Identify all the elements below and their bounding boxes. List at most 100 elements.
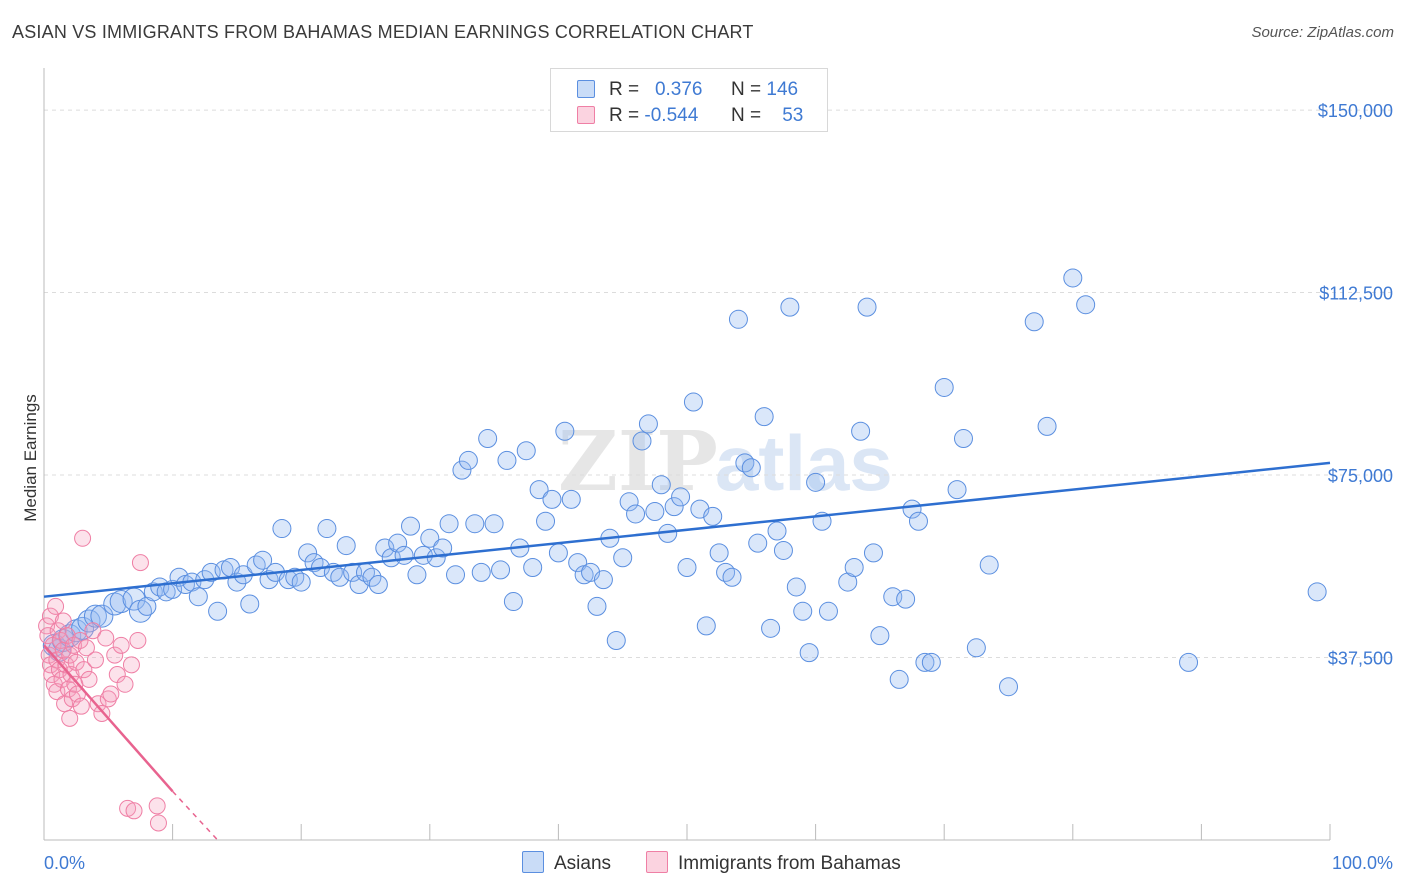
asian-point (548, 543, 568, 563)
asian-point (664, 497, 684, 517)
asian-point (536, 511, 556, 531)
x-tick-label: 0.0% (44, 853, 85, 873)
asian-point (491, 560, 511, 580)
bahamas-point (131, 554, 149, 572)
bahamas-point (119, 799, 137, 817)
bahamas-point (49, 622, 67, 640)
y-tick-label: $112,500 (1319, 284, 1393, 304)
asian-point (1024, 312, 1044, 332)
asian-point (285, 567, 305, 587)
legend-swatch-asians (577, 80, 595, 98)
bottom-legend-bahamas: Immigrants from Bahamas (646, 851, 901, 875)
asian-point (773, 540, 793, 560)
asian-point (851, 421, 871, 441)
asian-point (818, 601, 838, 621)
bahamas-points (38, 529, 167, 832)
axes (43, 68, 1331, 841)
asian-point (336, 536, 356, 556)
bahamas-point (116, 675, 134, 693)
y-tick-label: $37,500 (1328, 649, 1393, 669)
asian-point (844, 557, 864, 577)
bahamas-point (58, 627, 76, 645)
asian-point (291, 572, 311, 592)
legend-row-asians: R = 0.376 N = 146 (551, 76, 827, 102)
asian-point (259, 570, 279, 590)
legend-n-label: N = (731, 105, 762, 126)
bahamas-point (129, 631, 147, 649)
asian-point (716, 562, 736, 582)
bahamas-point (125, 802, 143, 820)
chart-title: ASIAN VS IMMIGRANTS FROM BAHAMAS MEDIAN … (12, 22, 754, 42)
bahamas-point (112, 636, 130, 654)
asian-point (966, 638, 986, 658)
y-axis-title: Median Earnings (21, 394, 40, 522)
asian-point (947, 480, 967, 500)
bahamas-point (80, 670, 98, 688)
legend-r-value: -0.544 (644, 105, 699, 126)
asian-point (484, 514, 504, 534)
bottom-swatch-asians (522, 851, 544, 873)
legend-n-value: 146 (766, 79, 799, 100)
asian-point (767, 521, 787, 541)
asian-point (452, 460, 472, 480)
bahamas-point (84, 622, 102, 640)
asian-point (613, 548, 633, 568)
asian-point (433, 538, 453, 558)
legend-r-label: R = (609, 105, 640, 126)
bahamas-point (148, 797, 166, 815)
asian-point (619, 492, 639, 512)
bahamas-point (57, 656, 75, 674)
bahamas-point (99, 690, 117, 708)
bottom-legend-asians: Asians (522, 851, 611, 875)
asian-point (188, 587, 208, 607)
asian-point (741, 458, 761, 478)
legend-n-value: 53 (782, 105, 804, 126)
y-tick-label: $150,000 (1318, 101, 1393, 121)
asian-point (523, 557, 543, 577)
watermark-atlas: atlas (715, 419, 893, 507)
bahamas-point (61, 646, 79, 664)
asian-point (1037, 416, 1057, 436)
asian-point (71, 616, 95, 640)
bahamas-point (149, 814, 167, 832)
asian-point (606, 630, 626, 650)
asian-point (683, 392, 703, 412)
bahamas-point (54, 612, 72, 630)
bahamas-point (102, 685, 120, 703)
bottom-legend-label: Immigrants from Bahamas (678, 853, 901, 874)
asian-point (761, 618, 781, 638)
asian-point (896, 589, 916, 609)
asian-point (1307, 582, 1327, 602)
asian-point (934, 377, 954, 397)
asian-point (90, 604, 114, 628)
asian-point (645, 502, 665, 522)
asian-point (709, 543, 729, 563)
asian-point (208, 601, 228, 621)
asian-point (471, 562, 491, 582)
asian-point (529, 480, 549, 500)
asian-point (863, 543, 883, 563)
bahamas-point (41, 607, 59, 625)
asian-point (542, 489, 562, 509)
asian-point (420, 528, 440, 548)
bahamas-point (75, 661, 93, 679)
legend-r-label: R = (609, 79, 640, 100)
asian-point (632, 431, 652, 451)
asian-point (497, 450, 517, 470)
asian-point (696, 616, 716, 636)
asian-point (638, 414, 658, 434)
asian-point (786, 577, 806, 597)
bahamas-point (63, 690, 81, 708)
asian-point (330, 567, 350, 587)
bahamas-point (74, 529, 92, 547)
bahamas-point (77, 639, 95, 657)
asian-point (915, 652, 935, 672)
asian-point (999, 677, 1018, 697)
asian-point (677, 557, 697, 577)
asian-point (240, 594, 260, 614)
bottom-legend-label: Asians (554, 853, 612, 874)
bahamas-point (106, 646, 124, 664)
bahamas-point (47, 597, 65, 615)
asian-point (375, 538, 395, 558)
